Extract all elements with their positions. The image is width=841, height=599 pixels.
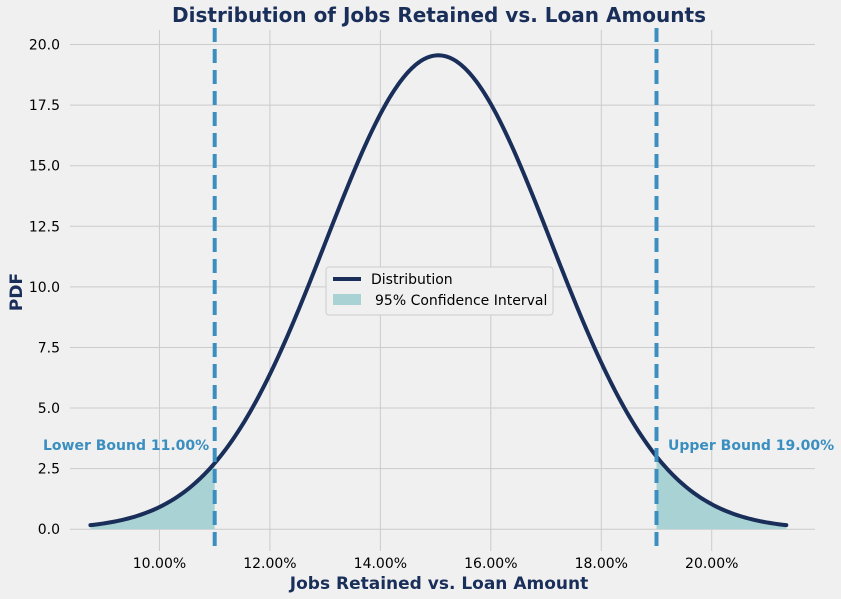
y-tick-label: 20.0 (29, 38, 60, 54)
ci-fill-upper (656, 456, 787, 530)
y-tick-label: 17.5 (29, 98, 60, 114)
x-tick-label: 14.00% (354, 556, 407, 572)
x-tick-labels: 10.00% 12.00% 14.00% 16.00% 18.00% 20.00% (133, 556, 739, 572)
legend-label-distribution: Distribution (371, 272, 453, 288)
y-tick-label: 15.0 (29, 159, 60, 175)
legend-fill-swatch (333, 294, 361, 305)
grid (70, 30, 815, 551)
x-tick-label: 18.00% (575, 556, 628, 572)
distribution-curve (88, 53, 789, 528)
legend-box (325, 266, 554, 316)
legend: Distribution 95% Confidence Interval (325, 266, 554, 316)
upper-bound-label: Upper Bound 19.00% (668, 438, 834, 454)
bound-lines (212, 28, 659, 551)
y-tick-label: 5.0 (38, 401, 60, 417)
x-axis-title: Jobs Retained vs. Loan Amount (289, 574, 588, 594)
y-tick-label: 2.5 (38, 462, 60, 478)
y-tick-label: 12.5 (29, 219, 60, 235)
x-tick-label: 16.00% (464, 556, 517, 572)
chart-title: Distribution of Jobs Retained vs. Loan A… (172, 3, 706, 27)
curve-group (88, 53, 789, 528)
x-tick-label: 10.00% (133, 556, 186, 572)
ci-fill-lower (90, 463, 215, 530)
legend-label-ci: 95% Confidence Interval (375, 293, 547, 309)
y-tick-label: 10.0 (29, 280, 60, 296)
y-tick-label: 0.0 (38, 522, 60, 538)
y-axis-title: PDF (7, 273, 27, 311)
confidence-fills (90, 456, 787, 530)
y-tick-labels: 0.0 2.5 5.0 7.5 10.0 12.5 15.0 17.5 20.0 (29, 38, 60, 539)
x-tick-label: 12.00% (243, 556, 296, 572)
x-tick-label: 20.00% (685, 556, 738, 572)
y-tick-label: 7.5 (38, 340, 60, 356)
lower-bound-label: Lower Bound 11.00% (43, 438, 209, 454)
